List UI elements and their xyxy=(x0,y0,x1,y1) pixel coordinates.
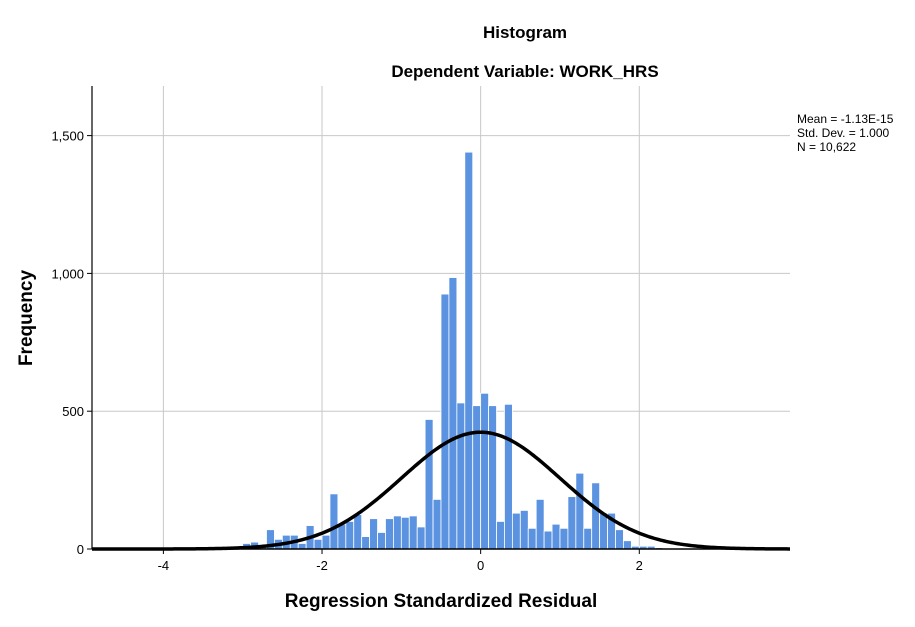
stats-legend: Mean = -1.13E-15 Std. Dev. = 1.000 N = 1… xyxy=(797,112,894,154)
bar-64 xyxy=(599,512,608,550)
bar-50 xyxy=(488,405,497,550)
bar-49 xyxy=(480,392,489,550)
bar-39 xyxy=(400,516,410,550)
bar-61 xyxy=(575,472,585,550)
chart-title: Histogram xyxy=(483,23,567,42)
y-axis-title: Frequency xyxy=(16,270,37,367)
bar-41 xyxy=(416,526,426,550)
bar-28 xyxy=(313,538,323,550)
bar-42 xyxy=(424,419,434,550)
y-tick-label-2: 1,000 xyxy=(51,266,84,281)
bar-29 xyxy=(321,534,331,550)
bar-34 xyxy=(361,536,371,550)
chart-subtitle: Dependent Variable: WORK_HRS xyxy=(391,62,658,81)
bar-52 xyxy=(504,403,513,550)
bar-59 xyxy=(559,527,569,550)
y-axis-ticks: 0 500 1,000 1,500 xyxy=(51,129,92,557)
bar-63 xyxy=(591,482,601,550)
stats-n: N = 10,622 xyxy=(797,140,856,154)
bar-60 xyxy=(567,496,577,550)
bar-36 xyxy=(377,532,386,550)
bar-56 xyxy=(535,498,545,550)
bar-58 xyxy=(551,523,561,550)
x-tick-label-2: 0 xyxy=(477,558,484,573)
bar-53 xyxy=(511,512,521,550)
bar-45 xyxy=(448,277,458,550)
bar-67 xyxy=(623,540,632,550)
x-tick-label-0: -4 xyxy=(158,558,170,573)
bar-40 xyxy=(408,515,418,550)
bar-33 xyxy=(353,514,363,550)
bar-62 xyxy=(583,527,593,550)
bar-47 xyxy=(464,151,474,550)
bar-43 xyxy=(432,498,442,550)
bar-57 xyxy=(543,530,553,550)
bar-44 xyxy=(440,293,450,550)
bar-30 xyxy=(329,493,339,550)
bar-66 xyxy=(615,529,624,550)
bar-31 xyxy=(337,523,347,550)
x-tick-label-3: 2 xyxy=(636,558,643,573)
x-tick-label-1: -2 xyxy=(316,558,328,573)
stats-std-dev: Std. Dev. = 1.000 xyxy=(797,126,889,140)
bar-35 xyxy=(369,518,378,550)
y-tick-label-1: 500 xyxy=(62,404,84,419)
axes xyxy=(91,86,790,550)
bar-46 xyxy=(456,402,466,550)
y-tick-label-3: 1,500 xyxy=(51,129,84,144)
bar-48 xyxy=(472,405,482,550)
bar-26 xyxy=(297,543,307,550)
bar-37 xyxy=(385,518,394,550)
bar-55 xyxy=(527,527,537,550)
histogram-bars xyxy=(242,151,672,550)
x-axis-title: Regression Standardized Residual xyxy=(285,591,598,612)
stats-mean: Mean = -1.13E-15 xyxy=(797,112,894,126)
bar-51 xyxy=(496,521,505,550)
bar-32 xyxy=(345,521,355,550)
bar-54 xyxy=(519,510,529,550)
x-axis-ticks: -4 -2 0 2 xyxy=(158,549,643,573)
bar-38 xyxy=(393,515,402,550)
y-tick-label-0: 0 xyxy=(77,542,84,557)
